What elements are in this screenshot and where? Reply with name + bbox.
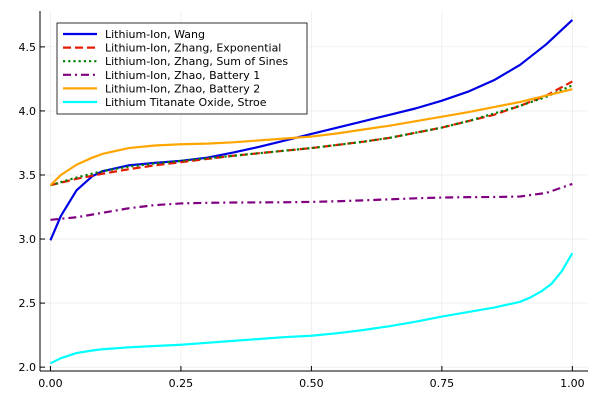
legend-label: Lithium-Ion, Zhang, Exponential [105, 42, 281, 55]
legend-box [56, 22, 308, 115]
x-tick-label: 1.00 [560, 377, 585, 390]
legend-label: Lithium-Ion, Zhao, Battery 2 [105, 82, 260, 95]
y-tick-label: 2.0 [19, 361, 37, 374]
series-line [49, 88, 573, 187]
series-group [49, 19, 574, 365]
x-tick-label: 0.25 [169, 377, 194, 390]
series-line [49, 252, 574, 365]
ticks: 0.00 0.25 0.50 0.75 1.00 2.0 2.5 3.0 3.5 4.0 4.5 [19, 41, 585, 390]
grid [40, 11, 588, 371]
x-tick-label: 0.00 [38, 377, 63, 390]
y-tick-label: 2.5 [19, 297, 37, 310]
series-line [50, 84, 573, 187]
series-line [50, 80, 573, 187]
series-line [49, 19, 574, 241]
y-tick-label: 3.5 [19, 169, 37, 182]
x-tick-label: 0.75 [430, 377, 455, 390]
legend-label: Lithium-Ion, Zhang, Sum of Sines [105, 55, 288, 68]
y-tick-label: 4.0 [19, 105, 37, 118]
legend-label: Lithium-Ion, Wang [105, 28, 205, 41]
legend-label: Lithium Titanate Oxide, Stroe [105, 96, 267, 109]
legend-label: Lithium-Ion, Zhao, Battery 1 [105, 69, 260, 82]
axes [39, 11, 588, 372]
y-tick-label: 4.5 [19, 41, 37, 54]
series-line [50, 182, 573, 221]
y-tick-label: 3.0 [19, 233, 37, 246]
x-tick-label: 0.50 [299, 377, 324, 390]
